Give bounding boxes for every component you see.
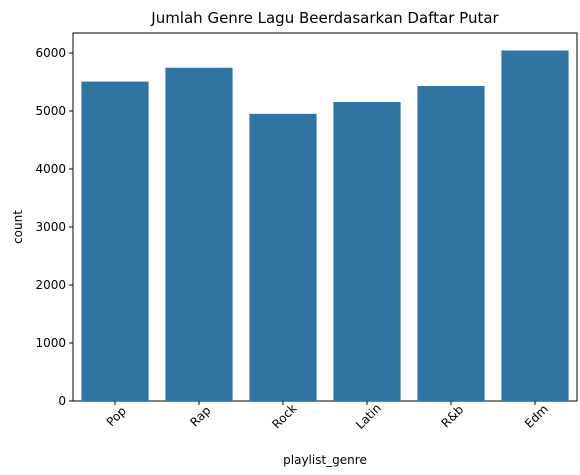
y-tick-label: 0 — [58, 394, 66, 408]
bar-r-b — [417, 86, 485, 401]
plot-area — [72, 32, 578, 402]
y-tick-label: 4000 — [35, 162, 66, 176]
bar-pop — [81, 81, 149, 402]
bar-edm — [501, 50, 569, 401]
x-tick-label-rock: Rock — [269, 401, 299, 431]
y-axis: 0 1000 2000 3000 4000 5000 6000 — [35, 46, 73, 408]
x-tick-label-rap: Rap — [187, 403, 213, 429]
bar-rap — [165, 67, 233, 401]
y-tick-label: 6000 — [35, 46, 66, 60]
y-tick-label: 1000 — [35, 336, 66, 350]
y-tick-label: 3000 — [35, 220, 66, 234]
bars — [81, 50, 569, 402]
y-axis-label: count — [11, 210, 25, 244]
x-tick-label-pop: Pop — [104, 404, 129, 429]
x-tick-label-r-b: R&b — [439, 403, 467, 431]
bar-latin — [333, 102, 401, 401]
plot-frame — [72, 32, 578, 402]
x-axis: Pop Rap Rock Latin R&b Edm — [104, 401, 551, 432]
x-tick-label-edm: Edm — [522, 402, 551, 431]
chart-title: Jumlah Genre Lagu Beerdasarkan Daftar Pu… — [150, 9, 499, 27]
bar-rock — [249, 113, 317, 402]
x-axis-label: playlist_genre — [283, 453, 367, 467]
x-tick-label-latin: Latin — [353, 401, 384, 432]
y-tick-label: 5000 — [35, 104, 66, 118]
y-tick-label: 2000 — [35, 278, 66, 292]
